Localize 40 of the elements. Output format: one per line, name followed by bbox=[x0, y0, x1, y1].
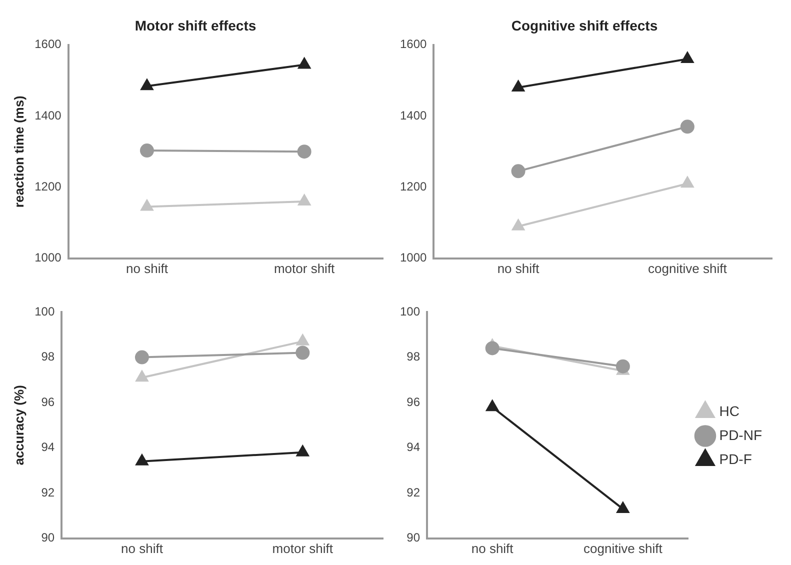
y-tick-label: 92 bbox=[406, 485, 420, 500]
y-tick-label: 1400 bbox=[34, 108, 62, 122]
y-tick-label: 1000 bbox=[34, 250, 62, 265]
y-tick-label: 1600 bbox=[34, 37, 62, 52]
y-tick-label: 96 bbox=[41, 394, 55, 409]
x-tick-label: motor shift bbox=[274, 260, 336, 276]
point bbox=[511, 164, 526, 178]
point bbox=[485, 341, 500, 356]
y-axis-title: accuracy (%) bbox=[11, 385, 26, 466]
y-tick-label: 1200 bbox=[34, 180, 62, 194]
point bbox=[134, 350, 149, 364]
y-tick-label: 1600 bbox=[400, 37, 428, 52]
chart-title: Cognitive shift effects bbox=[511, 17, 658, 34]
y-tick-label: 1200 bbox=[400, 180, 428, 194]
x-tick-label: motor shift bbox=[272, 540, 334, 556]
y-tick-label: 94 bbox=[41, 440, 55, 454]
y-tick-label: 1000 bbox=[400, 250, 428, 265]
y-tick-label: 1400 bbox=[400, 108, 428, 122]
y-tick-label: 100 bbox=[400, 304, 420, 318]
legend-label: PD-F bbox=[719, 450, 752, 467]
legend-label: PD-NF bbox=[719, 426, 762, 443]
y-tick-label: 90 bbox=[406, 530, 420, 545]
x-tick-label: cognitive shift bbox=[648, 260, 728, 276]
y-tick-label: 94 bbox=[406, 440, 420, 454]
y-tick-label: 92 bbox=[41, 485, 55, 500]
y-tick-label: 100 bbox=[34, 304, 55, 318]
y-tick-label: 98 bbox=[41, 350, 55, 364]
y-tick-label: 90 bbox=[41, 530, 55, 545]
y-tick-label: 98 bbox=[406, 350, 420, 364]
legend-label: HC bbox=[719, 402, 740, 419]
point bbox=[296, 346, 310, 360]
x-tick-label: cognitive shift bbox=[584, 540, 663, 556]
x-tick-label: no shift bbox=[126, 260, 168, 276]
point bbox=[680, 120, 694, 134]
y-axis-title: reaction time (ms) bbox=[11, 96, 26, 208]
x-tick-label: no shift bbox=[471, 540, 514, 556]
x-tick-label: no shift bbox=[497, 260, 540, 276]
y-tick-label: 96 bbox=[406, 394, 420, 409]
chart-title: Motor shift effects bbox=[134, 17, 256, 34]
x-tick-label: no shift bbox=[121, 540, 164, 556]
